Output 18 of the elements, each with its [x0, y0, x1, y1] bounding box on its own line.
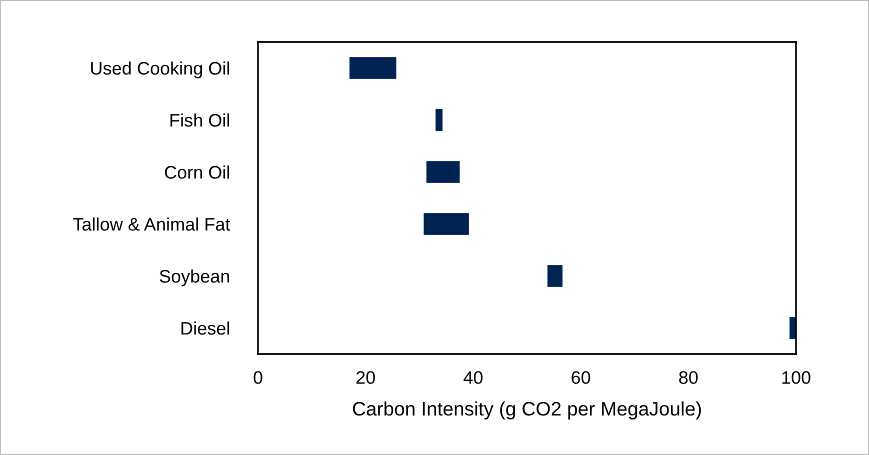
y-tick-label: Soybean [160, 269, 230, 286]
bar [426, 161, 460, 183]
bar [349, 57, 396, 79]
y-tick-label: Used Cooking Oil [91, 61, 230, 78]
x-tick-label: 60 [572, 371, 590, 384]
bar [424, 213, 469, 235]
y-tick-label: Tallow & Animal Fat [73, 217, 230, 231]
y-tick-label: Diesel [182, 321, 230, 335]
bar [436, 109, 443, 131]
bar [547, 265, 563, 287]
y-tick-label: Corn Oil [164, 165, 230, 179]
x-tick-label: 40 [464, 371, 483, 384]
x-axis-title: Carbon Intensity (g CO2 per MegaJoule) [352, 401, 701, 420]
x-tick-label: 80 [679, 371, 698, 384]
x-tick-label: 20 [356, 371, 375, 384]
x-tick-label: 0 [254, 371, 262, 384]
y-tick-label: Fish Oil [170, 113, 230, 127]
x-tick-label: 100 [782, 371, 810, 384]
